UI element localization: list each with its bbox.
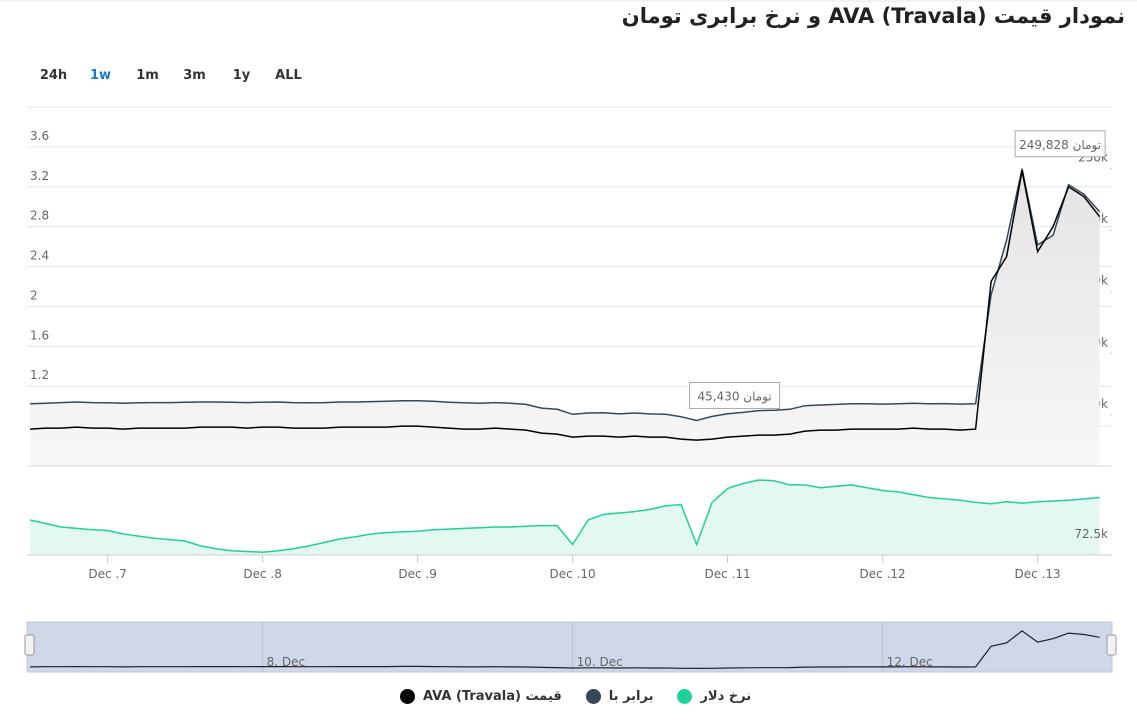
legend-marker bbox=[400, 689, 415, 704]
x-tick-label: Dec .12 bbox=[860, 567, 906, 581]
legend-item[interactable]: نرخ دلار bbox=[677, 689, 751, 704]
annotation-text: 45,430 تومان bbox=[697, 390, 771, 405]
navigator-line bbox=[30, 630, 1100, 670]
x-tick-label: Dec .10 bbox=[550, 567, 596, 581]
range-button[interactable]: 1w bbox=[89, 68, 112, 83]
range-button[interactable]: 24h bbox=[39, 68, 68, 83]
navigator-tick-label: 8. Dec bbox=[267, 655, 305, 669]
y-tick-label: 1.2 bbox=[30, 368, 49, 382]
series-line bbox=[30, 168, 1101, 422]
navigator-handle[interactable] bbox=[1106, 634, 1117, 656]
legend-marker bbox=[585, 689, 601, 704]
plot-area: 0.40.81.21.622.42.83.23.650k100k150k200k… bbox=[27, 129, 1112, 672]
x-tick-label: Dec .11 bbox=[705, 567, 751, 581]
range-button[interactable]: 1m bbox=[136, 68, 159, 83]
y3-tick-label: 72.5k bbox=[1074, 527, 1108, 541]
annotation-text: 249,828 تومان bbox=[1019, 138, 1101, 153]
legend-label: برابر با bbox=[608, 689, 654, 704]
series-line bbox=[29, 479, 1100, 553]
y-tick-label: 2.8 bbox=[30, 209, 49, 223]
x-tick-label: Dec .9 bbox=[398, 567, 436, 581]
legend-label: قیمت AVA (Travala) bbox=[423, 689, 562, 704]
series-area bbox=[30, 168, 1100, 467]
x-tick-label: Dec .7 bbox=[88, 567, 126, 581]
navigator-mask bbox=[26, 621, 1113, 673]
range-button[interactable]: 3m bbox=[183, 68, 206, 83]
range-button[interactable]: 1y bbox=[232, 68, 251, 83]
legend-item[interactable]: قیمت AVA (Travala) bbox=[400, 689, 562, 704]
legend-label: نرخ دلار bbox=[700, 689, 752, 704]
series-line bbox=[30, 170, 1101, 441]
range-button[interactable]: ALL bbox=[275, 68, 302, 83]
y-tick-label: 2.4 bbox=[30, 249, 49, 263]
y-tick-label: 2 bbox=[30, 288, 38, 302]
legend: قیمت AVA (Travala) برابر با نرخ دلار bbox=[400, 689, 751, 704]
annotation-box bbox=[689, 382, 781, 410]
x-tick-label: Dec .8 bbox=[243, 567, 281, 581]
series-area bbox=[30, 480, 1100, 555]
y-tick-label: 3.6 bbox=[30, 129, 49, 143]
navigator-tick-label: 10. Dec bbox=[577, 655, 623, 669]
legend-marker bbox=[677, 689, 693, 704]
y-tick-label: 1.6 bbox=[30, 328, 49, 342]
legend-item[interactable]: برابر با bbox=[585, 689, 654, 704]
annotation-box bbox=[1014, 130, 1106, 158]
navigator-handle[interactable] bbox=[24, 634, 35, 656]
y-tick-label: 3.2 bbox=[30, 169, 49, 183]
range-selector: 24h 1w 1m 3m 1y ALL bbox=[30, 68, 312, 83]
x-tick-label: Dec .13 bbox=[1015, 567, 1061, 581]
chart-title: نمودار قیمت AVA (Travala) و نرخ برابری ت… bbox=[621, 4, 1125, 28]
navigator-tick-label: 12. Dec bbox=[887, 655, 933, 669]
